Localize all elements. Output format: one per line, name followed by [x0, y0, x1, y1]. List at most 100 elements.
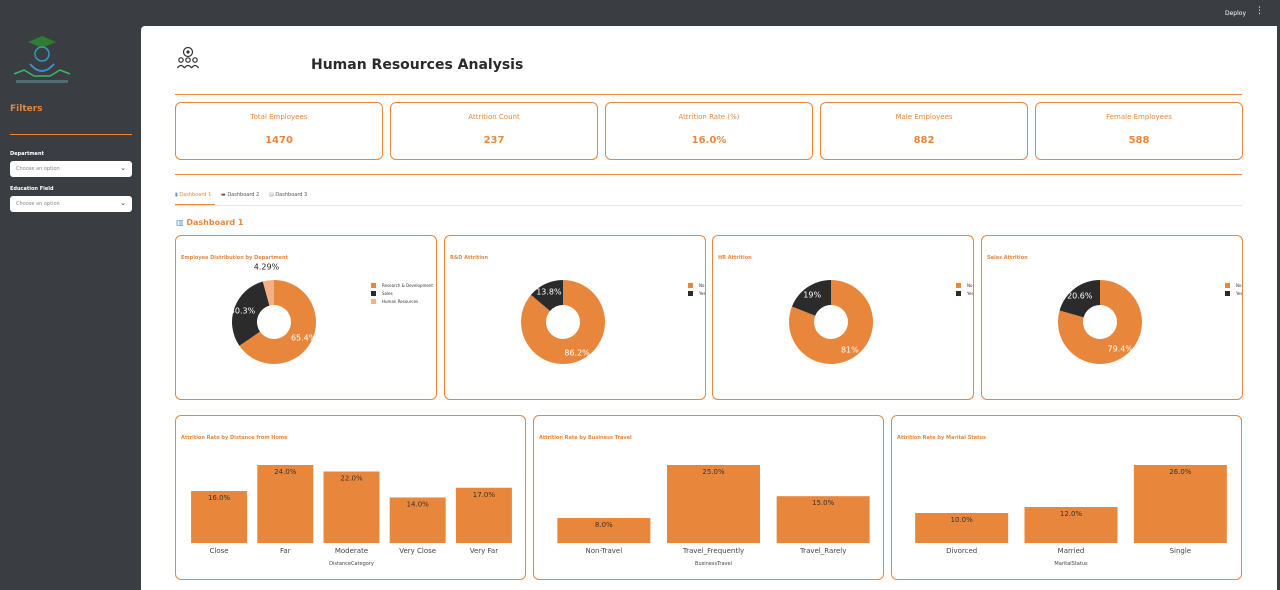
department-select[interactable]: Choose an option ⌄ [10, 161, 132, 177]
section-title: ▥ Dashboard 1 [176, 218, 244, 227]
x-axis-label: BusinessTravel [695, 561, 732, 567]
bar-value-label: 25.0% [702, 468, 725, 476]
legend-label: Yes [699, 291, 706, 296]
kpi-label: Total Employees [250, 113, 308, 121]
kebab-icon[interactable]: ⋮ [1255, 6, 1264, 16]
pie-chart: 79.4% 20.6% [1058, 280, 1142, 364]
x-tick-label: Divorced [946, 547, 977, 555]
bar-chart-icon: ▥ [176, 218, 184, 227]
legend-swatch [956, 291, 961, 296]
bar-travel-frequently [667, 465, 760, 543]
pie-slice-no [789, 280, 873, 364]
education-field-select[interactable]: Choose an option ⌄ [10, 196, 132, 212]
x-tick-label: Single [1170, 547, 1192, 555]
legend-item: Yes [1225, 291, 1242, 299]
bar-value-label: 17.0% [473, 491, 496, 499]
legend-item: Human Resources [371, 299, 433, 307]
pie-slice-yes [530, 280, 563, 312]
kpi-total-employees: Total Employees 1470 [175, 102, 383, 160]
pie-slice-human-resources [262, 280, 274, 306]
tab-dashboard-3[interactable]: ▤ Dashboard 3 [269, 192, 307, 198]
briefcase-icon: ▬ [221, 192, 226, 198]
chart-card-rd-attrition: R&D Attrition 86.2% 13.8% No Yes [444, 235, 706, 400]
kpi-male-employees: Male Employees 882 [820, 102, 1028, 160]
chevron-down-icon: ⌄ [120, 199, 126, 207]
legend-swatch [371, 299, 376, 304]
kpi-attrition-count: Attrition Count 237 [390, 102, 598, 160]
bar-chart: 16.0% Close 24.0% Far 22.0% Moderate 14.0% Very… [191, 465, 512, 567]
chevron-down-icon: ⌄ [120, 164, 126, 172]
bar-chart: 10.0% Divorced 12.0% Married 26.0% Single Mari… [915, 465, 1227, 567]
bar-value-label: 8.0% [595, 521, 613, 529]
x-tick-label: Close [210, 547, 229, 555]
pie-slice-sales [232, 281, 270, 346]
legend-label: Research & Development [382, 283, 433, 288]
legend-label: No [1236, 283, 1242, 288]
legend-swatch [371, 283, 376, 288]
x-tick-label: Travel_Rarely [799, 547, 846, 555]
bar-far [257, 465, 314, 543]
slice-label: 19% [803, 290, 821, 299]
chart-legend: Research & Development Sales Human Resourc… [371, 283, 433, 307]
legend-label: Human Resources [382, 299, 419, 304]
legend-item: Yes [688, 291, 705, 299]
chart-legend: No Yes [1225, 283, 1242, 299]
tab-label: Dashboard 3 [275, 192, 308, 198]
legend-item: Sales [371, 291, 433, 299]
education-field-placeholder: Choose an option [16, 201, 60, 207]
tabs-divider [175, 205, 1242, 206]
bar-value-label: 24.0% [274, 468, 297, 476]
legend-label: Sales [382, 291, 393, 296]
chart-title: Attrition Rate by Business Travel [539, 435, 632, 441]
bar-divorced [915, 513, 1009, 543]
chart-card-sales-attrition: Sales Attrition 79.4% 20.6% No Yes [981, 235, 1243, 400]
bar-moderate [323, 471, 380, 543]
kpi-divider [175, 174, 1242, 175]
deploy-button[interactable]: Deploy [1224, 10, 1246, 17]
legend-swatch [1225, 283, 1230, 288]
bar-travel-rarely [776, 496, 870, 543]
sidebar-divider [10, 134, 132, 135]
x-tick-label: Far [280, 547, 291, 555]
x-tick-label: Very Close [399, 547, 436, 555]
tab-dashboard-2[interactable]: ▬ Dashboard 2 [221, 192, 259, 198]
kpi-value: 882 [913, 135, 935, 146]
bar-value-label: 26.0% [1169, 468, 1192, 476]
kpi-attrition-rate: Attrition Rate (%) 16.0% [605, 102, 813, 160]
legend-swatch [688, 291, 693, 296]
bar-value-label: 16.0% [208, 494, 231, 502]
slice-label: 79.4% [1107, 345, 1133, 354]
education-field-label: Education Field [10, 186, 54, 192]
chart-card-business-travel: Attrition Rate by Business Travel 8.0% No… [533, 415, 884, 580]
legend-item: Yes [956, 291, 973, 299]
x-axis-label: DistanceCategory [329, 561, 374, 567]
chart-title: Attrition Rate by Marital Status [897, 435, 987, 441]
slice-label: 86.2% [564, 348, 590, 357]
kpi-value: 237 [483, 135, 505, 146]
legend-item: No [1225, 283, 1242, 291]
legend-swatch [371, 291, 376, 296]
pie-slice-yes [1059, 280, 1100, 318]
chart-title: HR Attrition [718, 255, 752, 261]
slice-label: 13.8% [536, 288, 562, 297]
chart-card-department: Employee Distribution by Department 65.4… [175, 235, 437, 400]
department-placeholder: Choose an option [16, 166, 60, 172]
page-title: Human Resources Analysis [311, 57, 524, 73]
active-tab-indicator [175, 204, 215, 205]
chart-title: R&D Attrition [450, 255, 489, 261]
x-tick-label: Married [1058, 547, 1085, 555]
department-label: Department [10, 151, 44, 157]
top-bar: Deploy ⋮ [0, 0, 1280, 26]
bar-value-label: 12.0% [1060, 510, 1083, 518]
kpi-value: 16.0% [691, 135, 727, 146]
chart-card-distance: Attrition Rate by Distance from Home 16.… [175, 415, 526, 580]
tab-dashboard-1[interactable]: ▮ Dashboard 1 [175, 192, 211, 198]
kpi-label: Attrition Count [468, 113, 520, 121]
pie-slice-no [1058, 280, 1142, 364]
legend-label: Yes [967, 291, 974, 296]
legend-swatch [1225, 291, 1230, 296]
kpi-label: Attrition Rate (%) [678, 113, 740, 121]
bar-value-label: 14.0% [407, 501, 430, 509]
x-axis-label: MaritalStatus [1054, 561, 1088, 567]
chart-up-icon: ▤ [269, 192, 274, 198]
